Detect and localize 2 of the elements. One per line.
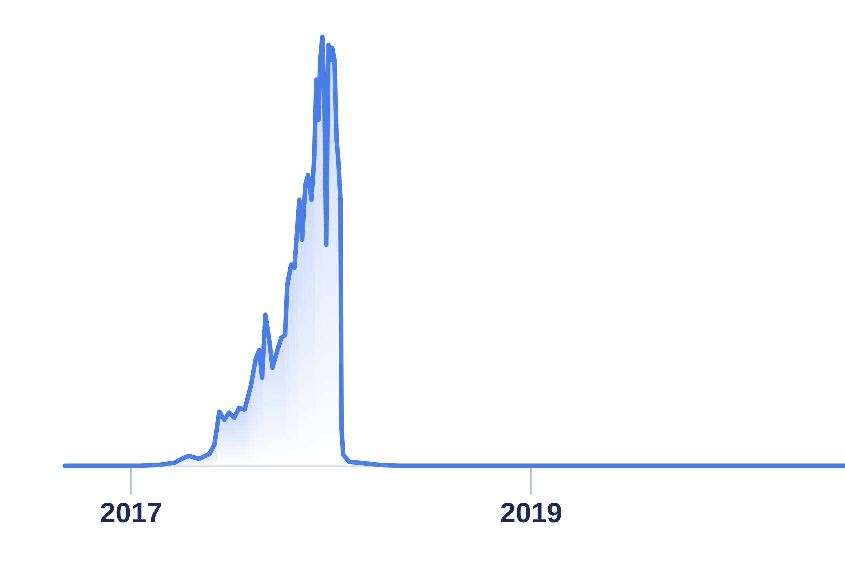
x-tick-label: 2019: [500, 498, 563, 528]
x-tick-label: 2017: [100, 498, 162, 528]
